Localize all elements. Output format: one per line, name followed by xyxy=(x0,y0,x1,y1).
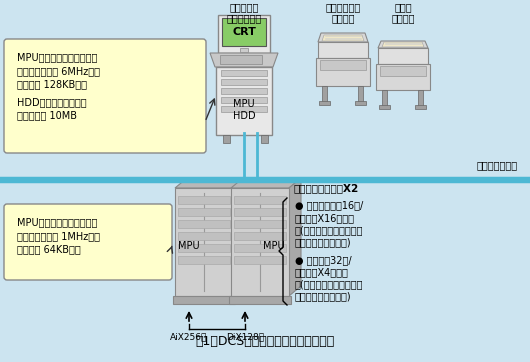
Text: 帳票用
プリンタ: 帳票用 プリンタ xyxy=(391,2,415,24)
Text: 制御ステーションX2: 制御ステーションX2 xyxy=(293,183,358,193)
FancyBboxPatch shape xyxy=(178,244,230,252)
Text: アイソレーション): アイソレーション) xyxy=(295,237,351,247)
FancyBboxPatch shape xyxy=(234,208,286,216)
FancyBboxPatch shape xyxy=(316,58,370,86)
Text: メモリ 128KB程度: メモリ 128KB程度 xyxy=(17,79,87,89)
Text: HDD：ハードディスク: HDD：ハードディスク xyxy=(17,97,86,107)
Text: クロック速度 6MHz程度: クロック速度 6MHz程度 xyxy=(17,66,100,76)
Text: AiX256点: AiX256点 xyxy=(170,332,208,341)
FancyBboxPatch shape xyxy=(318,42,368,58)
FancyBboxPatch shape xyxy=(379,105,390,109)
FancyBboxPatch shape xyxy=(234,196,286,204)
FancyBboxPatch shape xyxy=(173,296,235,304)
Text: (アナログ入力はすべて: (アナログ入力はすべて xyxy=(295,225,364,235)
FancyBboxPatch shape xyxy=(234,232,286,240)
FancyBboxPatch shape xyxy=(380,66,426,76)
FancyBboxPatch shape xyxy=(415,105,426,109)
FancyBboxPatch shape xyxy=(322,86,327,104)
Text: (デジタル入力はすべて: (デジタル入力はすべて xyxy=(295,279,364,289)
FancyBboxPatch shape xyxy=(240,48,248,52)
Text: カードX16カード: カードX16カード xyxy=(295,213,355,223)
FancyBboxPatch shape xyxy=(220,55,262,64)
Text: MPU：マイクロプロセッサ: MPU：マイクロプロセッサ xyxy=(17,52,98,62)
Text: バッファリレー付): バッファリレー付) xyxy=(295,291,351,301)
FancyBboxPatch shape xyxy=(319,101,330,105)
Text: MPU: MPU xyxy=(178,241,200,251)
FancyBboxPatch shape xyxy=(234,256,286,264)
FancyBboxPatch shape xyxy=(234,244,286,252)
FancyBboxPatch shape xyxy=(378,48,428,64)
Polygon shape xyxy=(210,53,278,67)
FancyBboxPatch shape xyxy=(178,196,230,204)
FancyBboxPatch shape xyxy=(229,296,291,304)
Polygon shape xyxy=(382,42,424,47)
FancyBboxPatch shape xyxy=(4,39,206,153)
FancyBboxPatch shape xyxy=(221,97,267,103)
FancyBboxPatch shape xyxy=(4,204,172,280)
FancyBboxPatch shape xyxy=(223,135,230,143)
Text: 制御用通信バス: 制御用通信バス xyxy=(477,160,518,170)
FancyBboxPatch shape xyxy=(382,90,387,108)
FancyBboxPatch shape xyxy=(178,220,230,228)
FancyBboxPatch shape xyxy=(355,101,366,105)
Polygon shape xyxy=(322,35,364,41)
FancyBboxPatch shape xyxy=(221,106,267,112)
Text: メモリ 64KB程度: メモリ 64KB程度 xyxy=(17,244,81,254)
FancyBboxPatch shape xyxy=(175,188,233,296)
Polygon shape xyxy=(318,33,368,42)
Polygon shape xyxy=(378,41,428,48)
Text: DiX128点: DiX128点 xyxy=(226,332,264,341)
Text: ● 接点入力32点/: ● 接点入力32点/ xyxy=(295,255,351,265)
Text: MPU: MPU xyxy=(263,241,285,251)
FancyBboxPatch shape xyxy=(221,88,267,94)
FancyBboxPatch shape xyxy=(221,70,267,76)
FancyBboxPatch shape xyxy=(261,135,268,143)
FancyBboxPatch shape xyxy=(234,220,286,228)
Text: MPU
HDD: MPU HDD xyxy=(233,99,255,121)
FancyBboxPatch shape xyxy=(376,64,430,90)
FancyBboxPatch shape xyxy=(222,18,266,46)
Text: クロック速度 1MHz程度: クロック速度 1MHz程度 xyxy=(17,231,100,241)
Polygon shape xyxy=(231,178,301,188)
FancyBboxPatch shape xyxy=(358,86,363,104)
FancyBboxPatch shape xyxy=(221,79,267,85)
Text: ● アナログ入力16点/: ● アナログ入力16点/ xyxy=(295,200,363,210)
Text: オペレータ
ステーション: オペレータ ステーション xyxy=(226,2,262,24)
Polygon shape xyxy=(233,178,245,296)
FancyBboxPatch shape xyxy=(218,15,270,53)
Text: 容量 10MB: 容量 10MB xyxy=(17,110,77,120)
FancyBboxPatch shape xyxy=(178,256,230,264)
Polygon shape xyxy=(175,178,245,188)
Text: カードX4カード: カードX4カード xyxy=(295,267,349,277)
Text: MPU：マイクロプロセッサ: MPU：マイクロプロセッサ xyxy=(17,217,98,227)
Polygon shape xyxy=(289,178,301,296)
Text: メッセージ用
プリンタ: メッセージ用 プリンタ xyxy=(325,2,360,24)
Text: 図1　DCSによるデータロガー構成例: 図1 DCSによるデータロガー構成例 xyxy=(196,335,334,348)
FancyBboxPatch shape xyxy=(216,67,272,135)
FancyBboxPatch shape xyxy=(231,188,289,296)
FancyBboxPatch shape xyxy=(178,232,230,240)
FancyBboxPatch shape xyxy=(418,90,423,108)
Text: CRT: CRT xyxy=(232,27,256,37)
FancyBboxPatch shape xyxy=(178,208,230,216)
FancyBboxPatch shape xyxy=(320,60,366,70)
